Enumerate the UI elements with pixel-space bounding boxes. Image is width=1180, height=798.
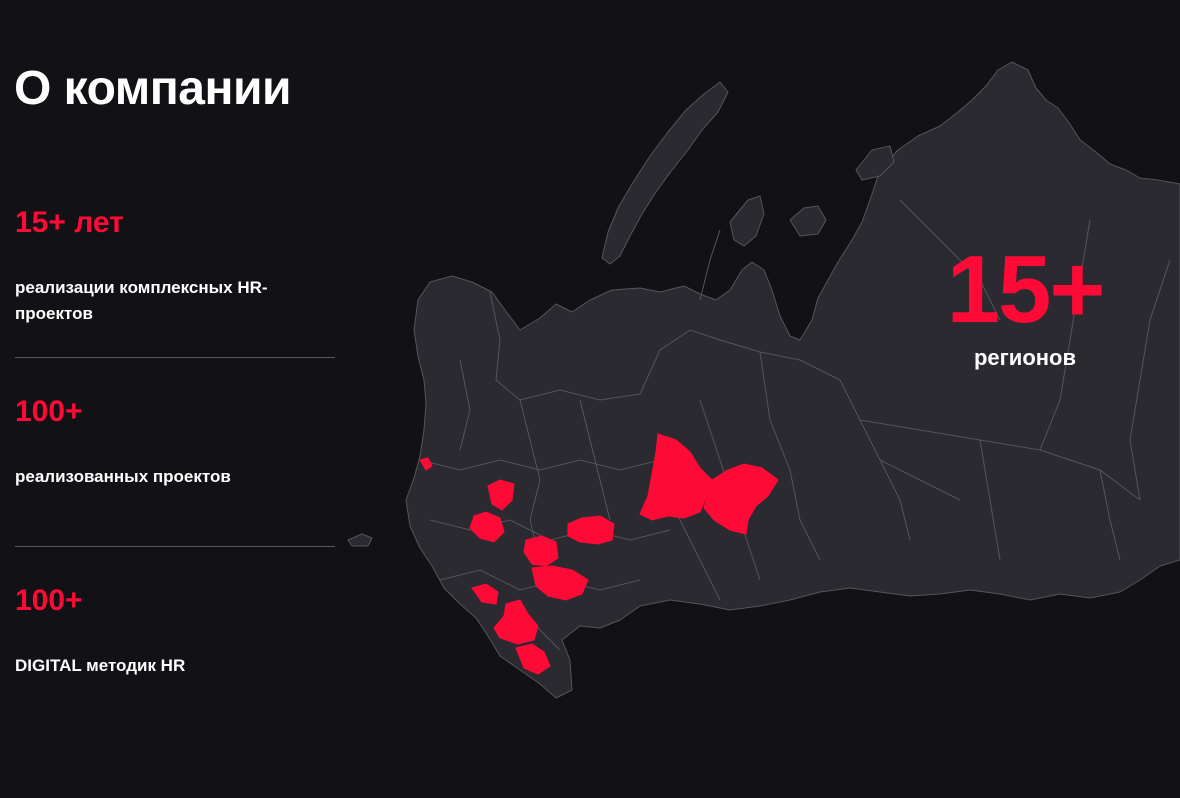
stat-years: 15+ лет реализации комплексных HR-проект…: [15, 205, 335, 328]
stat-value: 100+: [15, 584, 83, 617]
stat-description: DIGITAL методик HR: [15, 656, 186, 675]
map-highlighted-regions: [419, 433, 779, 675]
region-highlight: [523, 535, 559, 567]
stat-value: 15+ лет: [15, 206, 124, 239]
stat-divider: [15, 357, 335, 358]
land-severnaya-zemlya: [789, 205, 827, 237]
stat-projects: 100+ реализованных проектов: [15, 394, 335, 490]
region-highlight: [487, 479, 515, 511]
land-kaliningrad: [347, 533, 373, 547]
stat-methods: 100+ DIGITAL методик HR: [15, 583, 335, 679]
region-highlight: [515, 643, 551, 675]
region-count-badge: 15+ регионов: [940, 236, 1110, 371]
region-highlight: [471, 583, 499, 605]
land-novaya-zemlya: [601, 81, 729, 265]
region-highlight: [567, 515, 615, 545]
land-mainland: [405, 61, 1180, 699]
land-arctic-east: [855, 145, 895, 181]
region-count-label: регионов: [973, 344, 1077, 370]
region-highlight: [639, 433, 713, 521]
region-highlight: [419, 457, 433, 471]
region-highlight: [469, 511, 505, 543]
region-highlight: [531, 565, 589, 601]
region-count-value: 15+: [946, 236, 1106, 343]
russia-regions-map: [347, 61, 1180, 699]
region-highlight: [703, 463, 779, 535]
stat-divider: [15, 546, 335, 547]
stat-value: 100+: [15, 395, 83, 428]
land-taymyr-islands: [729, 195, 765, 247]
stat-description: реализованных проектов: [15, 467, 231, 486]
region-highlight: [493, 599, 539, 645]
page-title: О компании: [14, 62, 291, 115]
stat-description: реализации комплексных HR-проектов: [15, 278, 268, 324]
